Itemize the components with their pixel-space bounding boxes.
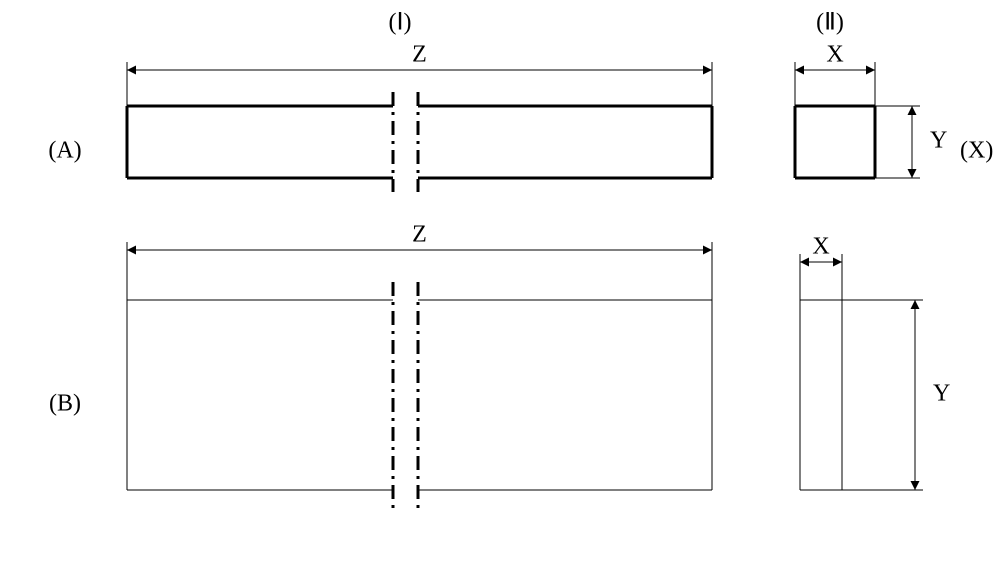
rowA-dimZ-label: Z xyxy=(412,42,427,68)
col2-label: (Ⅱ) xyxy=(816,10,844,36)
rowA-dimX-label: X xyxy=(826,42,843,68)
rowA-label: (A) xyxy=(48,138,81,164)
rowB-dimZ-label: Z xyxy=(412,222,427,248)
sideX-extra-label: (X) xyxy=(960,138,993,164)
rowB-dimY-label: Y xyxy=(933,381,950,407)
rowB-dimX-label: X xyxy=(812,234,829,260)
col1-label: (Ⅰ) xyxy=(388,10,411,36)
rowA-dimY-label: Y xyxy=(930,128,947,154)
rowB-label: (B) xyxy=(49,391,81,417)
